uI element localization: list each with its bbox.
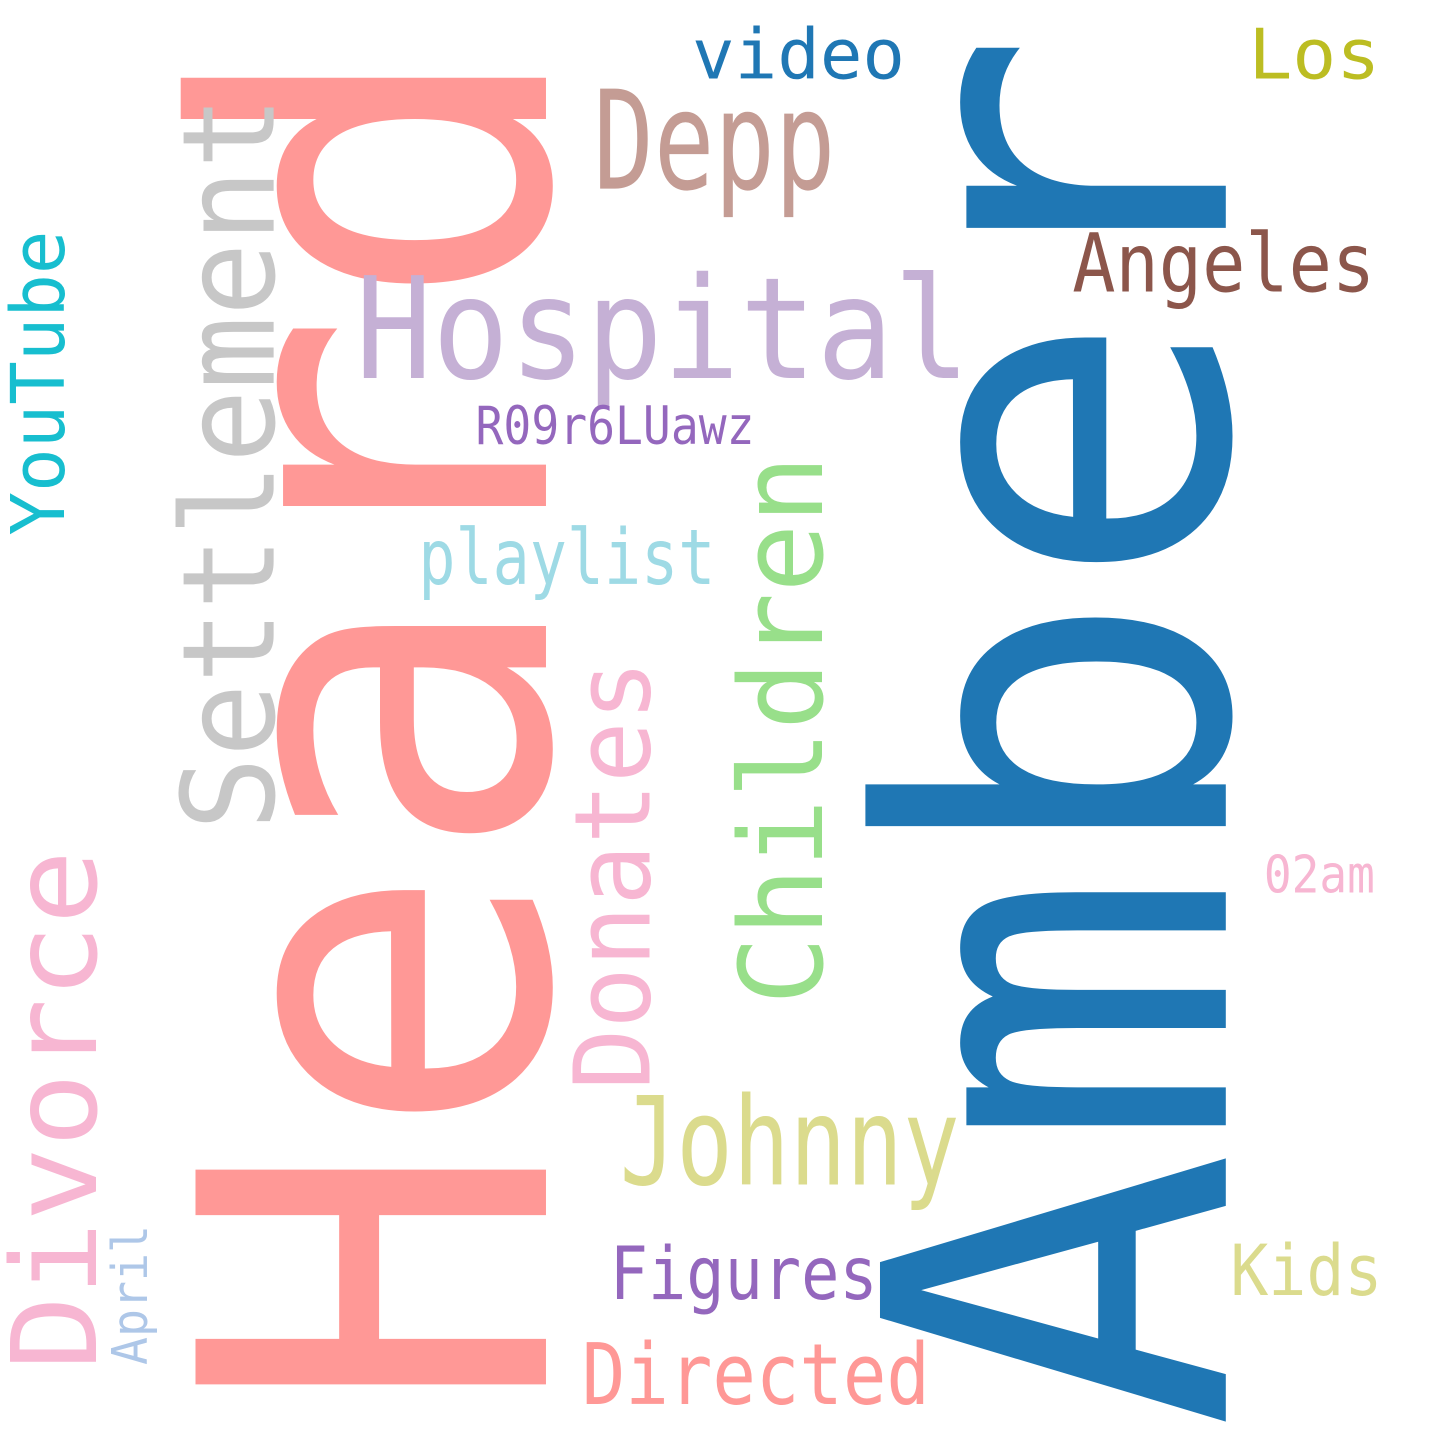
word-video-id: R09r6LUawz: [476, 394, 755, 456]
word-settlement: Settlement: [154, 95, 305, 830]
word-directed: Directed: [581, 1325, 930, 1425]
word-video: video: [692, 14, 905, 96]
word-children: Children: [714, 455, 850, 1005]
word-divorce: Divorce: [0, 850, 125, 1370]
word-angeles: Angeles: [1072, 215, 1375, 311]
word-kids: Kids: [1229, 1228, 1382, 1312]
word-hospital: Hospital: [354, 246, 970, 412]
word-youtube: YouTube: [0, 230, 83, 535]
word-johnny: Johnny: [619, 1070, 960, 1214]
word-los: Los: [1248, 14, 1380, 96]
word-april: April: [102, 1225, 160, 1365]
word-playlist: playlist: [417, 512, 715, 603]
word-figures: Figures: [610, 1230, 878, 1316]
word-donates: Donates: [551, 660, 675, 1090]
word-02am: 02am: [1263, 844, 1375, 905]
word-depp: Depp: [592, 60, 835, 222]
